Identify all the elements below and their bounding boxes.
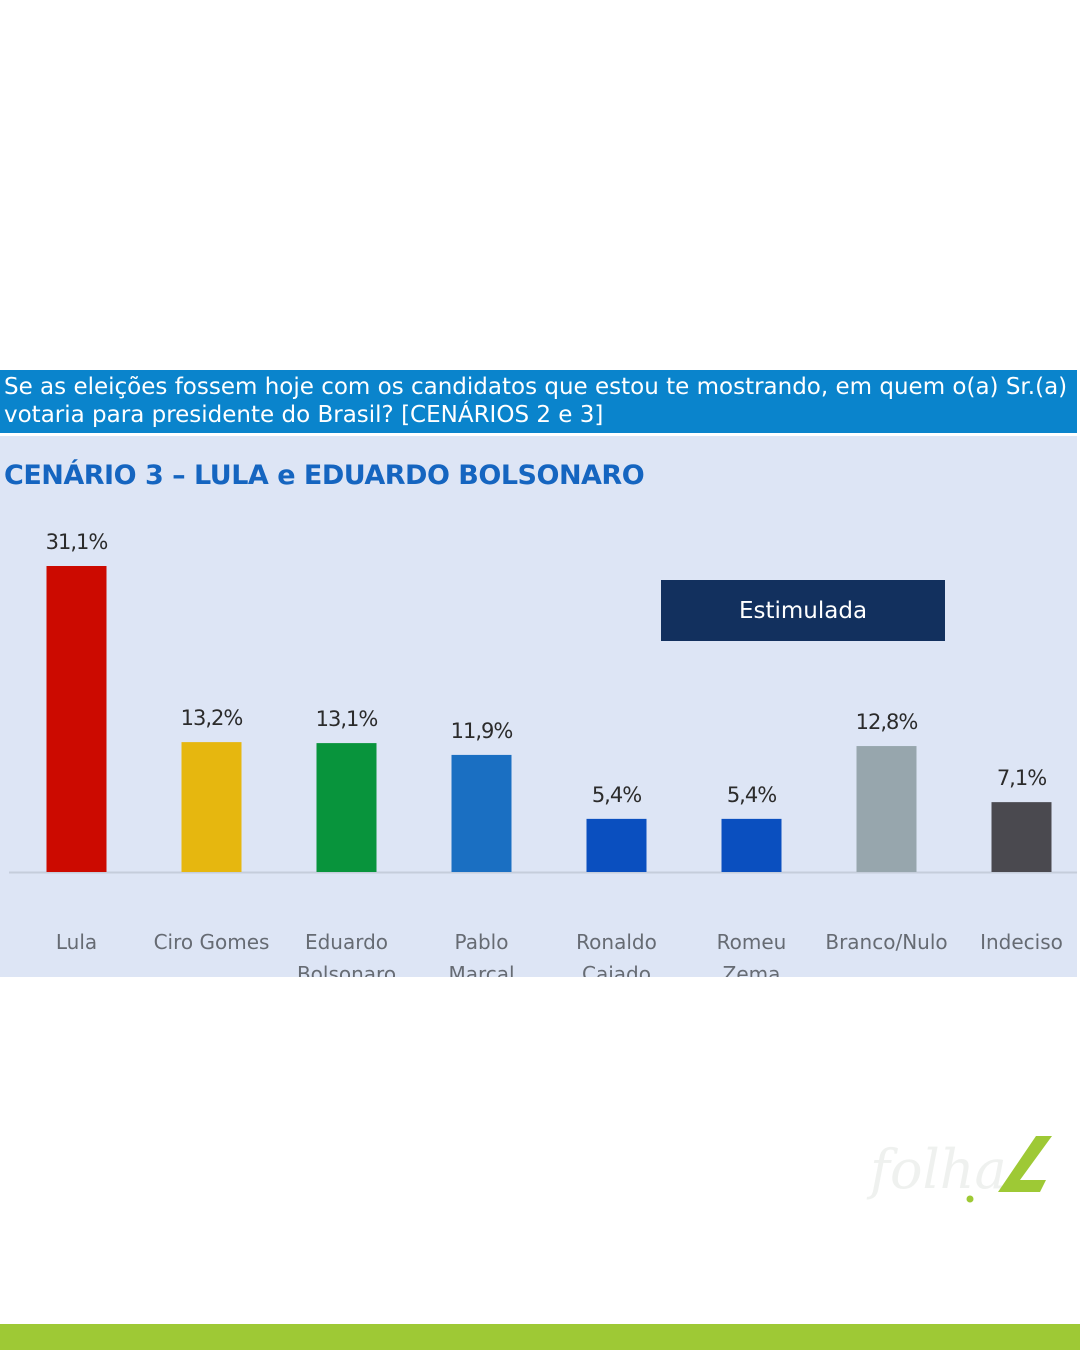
bar — [451, 754, 512, 872]
value-label: 31,1% — [46, 530, 108, 554]
question-line-1: Se as eleições fossem hoje com os candid… — [4, 374, 1068, 400]
question-line-2: votaria para presidente do Brasil? [CENÁ… — [4, 402, 604, 428]
chart-panel — [0, 436, 1077, 977]
category-label: Branco/Nulo — [825, 930, 947, 954]
bar-chart: 31,1% Lula 13,2% Ciro Gomes 13,1% Eduardo Bols… — [9, 530, 1077, 977]
category-label: Ronaldo — [576, 930, 657, 954]
bar — [721, 818, 782, 872]
logo-dot-icon — [966, 1195, 974, 1203]
scenario-title: CENÁRIO 3 – LULA e EDUARDO BOLSONARO — [4, 460, 645, 491]
value-label: 12,8% — [856, 710, 918, 734]
legend-label: Estimulada — [738, 597, 868, 624]
value-label: 13,2% — [181, 706, 243, 730]
category-label: Zema — [723, 962, 781, 977]
brand-footer-bar — [0, 1324, 1080, 1350]
category-label: Indeciso — [980, 930, 1063, 954]
category-label: Marçal — [448, 962, 514, 977]
logo-wordmark: folha — [866, 1138, 1007, 1201]
question-banner: Se as eleições fossem hoje com os candid… — [0, 370, 1077, 433]
bar — [181, 742, 242, 872]
folha-logo: folha — [866, 1136, 1052, 1203]
value-label: 11,9% — [451, 719, 513, 743]
category-label: Bolsonaro — [297, 962, 396, 977]
value-label: 5,4% — [592, 783, 641, 807]
bar — [316, 743, 377, 872]
legend-estimulada: Estimulada — [661, 580, 945, 641]
logo-mark-icon — [998, 1136, 1052, 1192]
bar — [586, 818, 647, 872]
category-label: Lula — [56, 930, 97, 954]
value-label: 5,4% — [727, 783, 776, 807]
category-label: Eduardo — [305, 930, 388, 954]
category-label: Pablo — [455, 930, 509, 954]
category-label: Ciro Gomes — [154, 930, 270, 954]
bar — [46, 566, 107, 872]
bar — [856, 746, 917, 872]
value-label: 13,1% — [316, 707, 378, 731]
category-label: Romeu — [717, 930, 787, 954]
category-label: Caiado — [582, 962, 651, 977]
value-label: 7,1% — [997, 766, 1046, 790]
bar — [991, 802, 1052, 872]
